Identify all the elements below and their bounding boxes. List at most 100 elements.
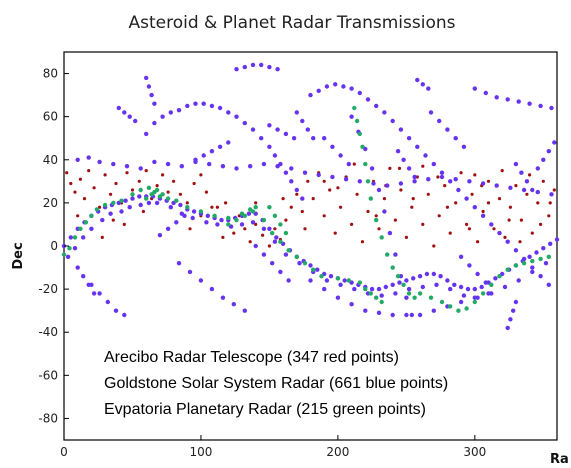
data-point-s1-306 (253, 243, 258, 249)
data-point-s0-100 (528, 173, 532, 177)
data-point-s2-27 (286, 248, 291, 253)
data-point-s1-23 (219, 217, 224, 223)
data-point-s2-69 (144, 196, 149, 201)
data-point-s0-42 (300, 209, 304, 214)
data-point-s1-270 (267, 123, 272, 128)
data-point-s1-255 (149, 92, 154, 98)
data-point-s1-50 (404, 278, 409, 283)
data-point-s1-304 (475, 271, 480, 277)
y-tick-label-7: -60 (38, 368, 58, 382)
data-point-s2-55 (352, 105, 357, 111)
data-point-s0-92 (500, 169, 504, 173)
data-point-s1-314 (182, 213, 187, 218)
data-point-s1-197 (513, 248, 519, 253)
data-point-s0-26 (210, 205, 214, 209)
x-tick-label-3: 300 (463, 445, 486, 459)
data-point-s1-223 (516, 99, 521, 104)
data-point-s0-109 (486, 201, 491, 205)
data-point-s0-66 (432, 244, 436, 248)
data-point-s1-119 (138, 166, 143, 171)
data-point-s0-21 (178, 192, 182, 196)
plot-area (63, 51, 558, 441)
data-point-s0-40 (289, 205, 293, 209)
data-point-s0-80 (508, 205, 512, 209)
data-point-s1-290 (322, 136, 327, 141)
data-point-s1-241 (335, 295, 341, 300)
data-point-s1-95 (297, 261, 302, 266)
data-point-s0-96 (445, 205, 449, 209)
data-point-s1-243 (363, 308, 368, 313)
data-point-s1-91 (250, 220, 256, 225)
data-point-s1-213 (234, 67, 239, 72)
data-point-s0-115 (111, 218, 115, 222)
data-point-s1-97 (324, 278, 330, 283)
chart-title: Asteroid & Planet Radar Transmissions (128, 13, 455, 33)
data-point-s2-68 (283, 230, 289, 236)
y-tick-label-2: 40 (43, 153, 58, 167)
data-point-s2-81 (412, 295, 417, 300)
data-point-s2-49 (505, 267, 510, 272)
data-point-s1-185 (415, 144, 420, 149)
data-point-s1-240 (322, 286, 327, 292)
data-point-s1-94 (283, 252, 289, 257)
data-point-s0-86 (541, 179, 545, 183)
data-point-s0-118 (188, 227, 192, 231)
data-point-s1-55 (438, 274, 443, 279)
data-point-s1-107 (461, 293, 467, 298)
data-point-s2-80 (406, 291, 412, 296)
data-point-s2-34 (357, 280, 362, 285)
data-point-s1-253 (144, 75, 149, 81)
data-point-s0-108 (436, 175, 440, 179)
data-point-s2-46 (480, 291, 486, 296)
data-point-s2-1 (67, 246, 72, 251)
data-point-s1-316 (401, 157, 406, 162)
data-point-s1-244 (376, 310, 382, 315)
data-point-s0-112 (76, 214, 80, 218)
data-point-s1-237 (113, 308, 119, 313)
data-point-s2-2 (72, 235, 78, 240)
data-point-s0-37 (273, 227, 277, 231)
data-point-s1-137 (385, 183, 390, 188)
data-point-s1-252 (486, 291, 491, 296)
data-point-s2-28 (294, 254, 299, 259)
data-point-s1-113 (543, 261, 549, 266)
data-point-s1-242 (349, 302, 354, 307)
data-point-s2-50 (513, 263, 519, 268)
data-point-s2-9 (119, 198, 124, 203)
data-point-s1-152 (160, 114, 165, 119)
data-point-s0-84 (530, 231, 534, 235)
data-point-s0-77 (492, 227, 496, 231)
data-point-s1-289 (91, 291, 97, 296)
data-point-s2-54 (546, 254, 551, 259)
data-point-s0-58 (388, 166, 392, 170)
data-point-s0-32 (243, 227, 247, 231)
data-point-s1-212 (409, 312, 414, 318)
data-point-s0-47 (328, 188, 332, 192)
data-point-s2-45 (472, 299, 477, 305)
data-point-s1-104 (420, 284, 425, 290)
data-point-s1-250 (458, 299, 464, 305)
y-tick-label-8: -80 (38, 411, 58, 425)
data-point-s2-47 (489, 282, 494, 287)
data-point-s0-1 (69, 181, 73, 186)
data-point-s1-79 (119, 209, 124, 214)
data-point-s0-36 (267, 244, 271, 248)
data-point-s1-206 (376, 187, 382, 193)
data-point-s2-48 (497, 274, 502, 279)
data-point-s0-101 (548, 201, 552, 205)
data-point-s0-73 (470, 192, 474, 196)
data-point-s1-175 (333, 82, 338, 87)
data-point-s1-102 (393, 291, 398, 296)
data-point-s1-178 (357, 90, 362, 96)
data-point-s1-58 (458, 284, 464, 290)
data-point-s1-117 (111, 161, 116, 167)
data-point-s0-7 (98, 205, 102, 209)
data-point-s1-259 (445, 127, 450, 132)
data-point-s1-75 (81, 235, 86, 240)
data-point-s1-298 (294, 110, 299, 115)
data-point-s1-191 (464, 196, 469, 201)
data-point-s1-248 (431, 308, 436, 313)
data-point-s1-189 (448, 179, 453, 184)
data-point-s1-114 (75, 157, 80, 162)
data-point-s1-77 (100, 217, 105, 223)
